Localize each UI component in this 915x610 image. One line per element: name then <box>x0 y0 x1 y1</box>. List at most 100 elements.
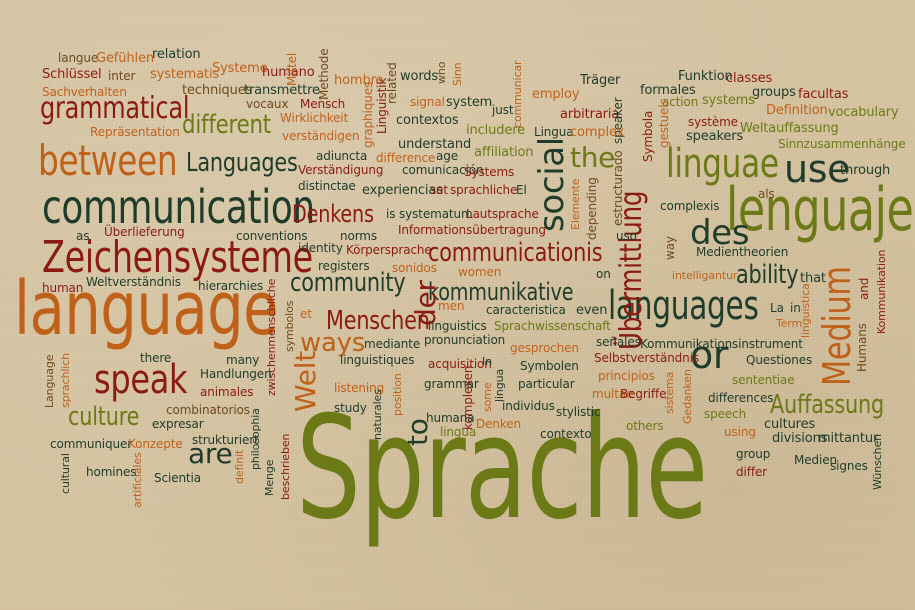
word-uso: uso <box>616 229 637 243</box>
word-that: that <box>800 271 826 286</box>
word-principios: principios <box>598 369 655 383</box>
word-et: et <box>300 307 312 321</box>
word-informationsubertragung: Informationsübertragung <box>398 223 546 237</box>
word-gefuhlen: Gefühlen <box>96 51 154 66</box>
word-estructurado: estructurado <box>611 150 625 226</box>
word-mensch: Mensch <box>300 97 346 111</box>
word-grammatical: grammatical <box>40 91 190 126</box>
word-age: age <box>436 149 458 163</box>
word-pronunciation: pronunciation <box>424 333 506 347</box>
word-weltverstandnis: Weltverständnis <box>86 275 181 289</box>
word-listening: listening <box>334 381 385 395</box>
word-different: different <box>182 110 271 140</box>
word-humano: humano <box>262 65 315 80</box>
word-depending: depending <box>585 177 599 240</box>
word-wirklichkeit: Wirklichkeit <box>280 111 349 125</box>
word-men: men <box>438 299 465 313</box>
word-systems: systems <box>702 93 755 108</box>
word-schlussel: Schlüssel <box>42 67 102 82</box>
word-registers: registers <box>318 259 370 273</box>
word-acquisition: acquisition <box>428 357 492 371</box>
word-humans: Humans <box>855 323 869 372</box>
word-divisions: divisions <box>772 431 828 446</box>
word-homines: homines <box>86 465 137 479</box>
word-uberlieferung: Überlieferung <box>104 225 185 239</box>
word-des: des <box>690 213 750 253</box>
word-way: way <box>663 236 677 260</box>
word-lingua: lingua <box>440 425 477 439</box>
word-transmettre: transmettre <box>244 83 320 98</box>
word-linguistik: Linguistik <box>375 77 389 134</box>
word-signes: signes <box>830 459 868 473</box>
word-action: action <box>662 95 699 109</box>
word-stylistic: stylistic <box>556 405 601 419</box>
word-sprachliche: sprachliche <box>450 183 518 197</box>
word-el: El <box>516 183 527 197</box>
word-gesprochen: gesprochen <box>510 341 579 355</box>
word-speech: speech <box>704 407 747 421</box>
word-through: through <box>840 163 891 178</box>
word-symbolos: symbolos <box>283 300 296 352</box>
word-differ: differ <box>736 465 767 479</box>
word-language-vert: Language <box>43 354 56 408</box>
word-employ: employ <box>532 87 580 102</box>
word-questiones: Questiones <box>746 353 813 367</box>
word-multae: multae <box>592 387 634 401</box>
word-the: the <box>570 141 616 174</box>
word-begriffe: Begriffe <box>620 387 667 401</box>
word-social: social <box>532 137 572 232</box>
word-linguistica: linguistica <box>799 283 812 338</box>
word-graphiques: graphiques <box>361 81 375 148</box>
word-signal: signal <box>410 95 445 109</box>
word-selbstverstandnis: Selbstverständnis <box>594 351 700 365</box>
word-identity: identity <box>298 241 343 255</box>
word-adiuncta: adiuncta <box>316 149 368 163</box>
word-system: system <box>446 95 493 110</box>
word-menge: Menge <box>263 459 276 496</box>
word-wunschen: Wünschen <box>871 433 884 490</box>
word-kommunikative: kommunikative <box>428 278 574 306</box>
word-communication: communication <box>42 180 315 234</box>
word-arbitraria: arbitraria <box>560 107 620 122</box>
word-as: as <box>76 229 90 243</box>
word-funktion: Funktion <box>678 69 733 84</box>
word-linguistics: linguistics <box>428 319 487 333</box>
word-reprasentation: Repräsentation <box>90 125 180 139</box>
word-sachverhalten: Sachverhalten <box>42 85 127 99</box>
word-sententiae: sententiae <box>732 373 795 387</box>
word-on: on <box>596 267 611 281</box>
word-communicar: communicar <box>511 60 524 128</box>
word-communiquer: communiquer <box>50 437 133 451</box>
word-who: who <box>435 61 448 84</box>
word-particular: particular <box>518 377 575 391</box>
word-gestuels: gestuels <box>657 98 671 148</box>
word-combinatorios: combinatorios <box>166 403 250 417</box>
word-lingua-cap: Lingua <box>534 125 574 139</box>
word-lautsprache: Lautsprache <box>466 207 539 221</box>
word-zeichensysteme: Zeichensysteme <box>42 232 313 283</box>
word-complexis: complexis <box>660 199 720 213</box>
word-kommunikation: Kommunikation <box>875 249 888 334</box>
word-set: set <box>430 183 448 197</box>
word-linguistiques: linguistiques <box>340 353 415 367</box>
word-mediante: mediante <box>364 337 421 351</box>
word-even: even <box>576 303 608 318</box>
word-symbola: Symbola <box>641 110 655 162</box>
word-many: many <box>226 353 260 367</box>
word-human: human <box>42 281 84 295</box>
word-conventions: conventions <box>236 229 308 243</box>
word-beschrieben: beschrieben <box>279 433 292 500</box>
word-animales: animales <box>200 385 254 399</box>
word-handlungen: Handlungen <box>200 367 272 381</box>
word-ways: ways <box>300 328 366 358</box>
word-use: use <box>784 147 851 191</box>
word-position: position <box>391 373 404 416</box>
word-classes: classes <box>726 71 773 86</box>
word-comunicacion: comunicación <box>402 163 484 177</box>
word-are: are <box>188 437 233 470</box>
word-la: La <box>770 301 784 315</box>
word-humana: humana <box>426 411 475 425</box>
word-difference: difference <box>376 151 436 165</box>
